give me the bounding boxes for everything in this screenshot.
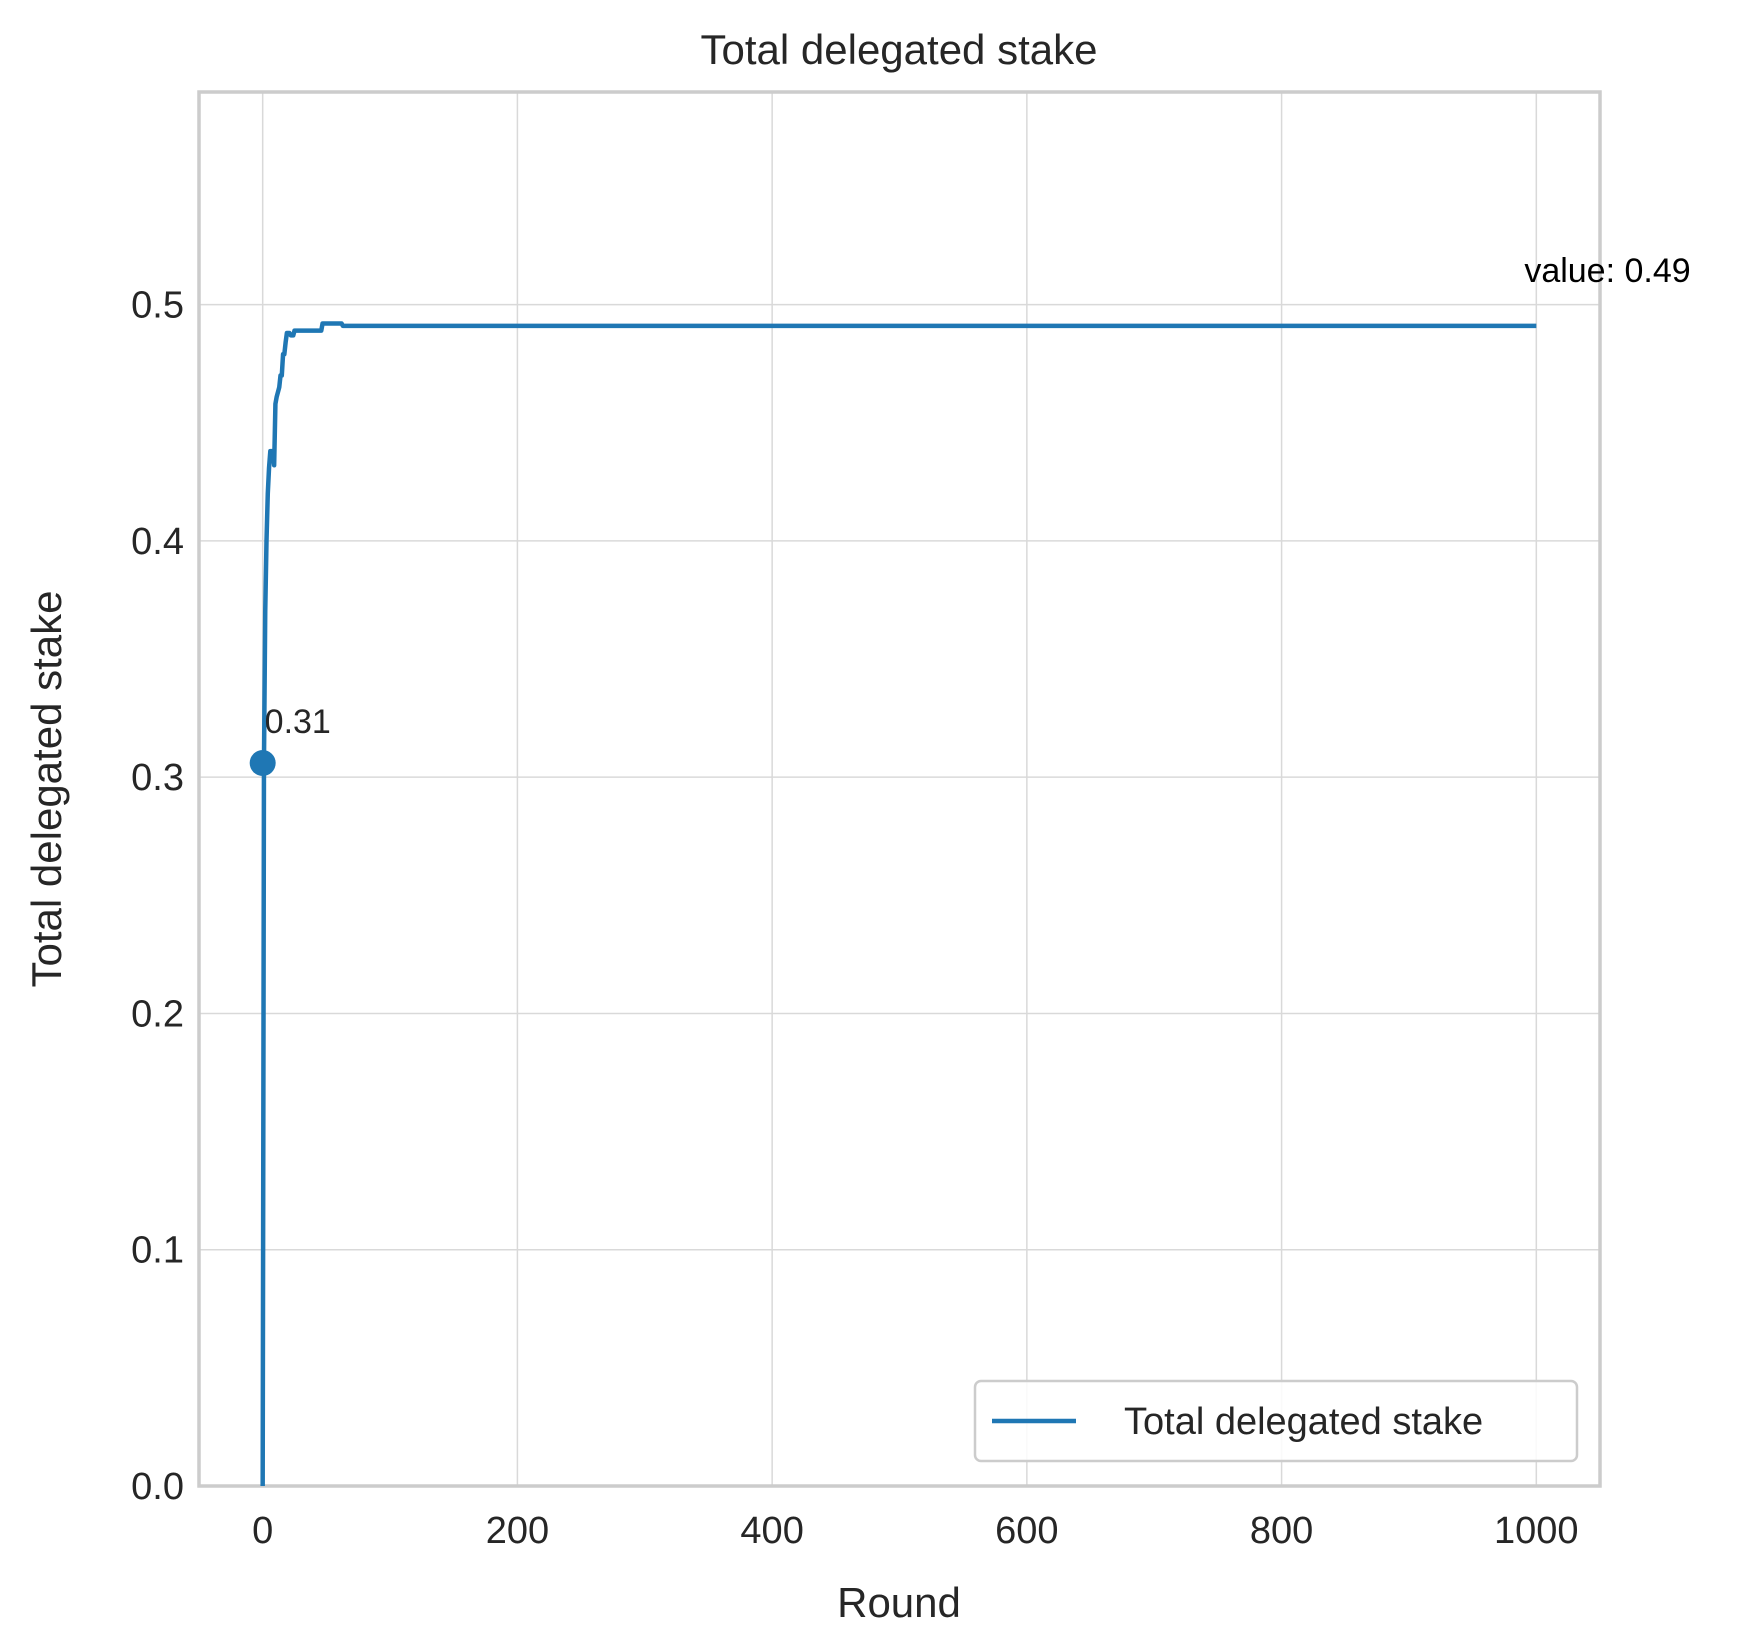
y-tick-label: 0.5 [131,285,184,327]
annotation-layer: 0.31 value: 0.49 [249,252,1691,777]
series-layer [260,321,1537,1487]
plot-frame [197,90,1602,1488]
y-tick-label: 0.4 [131,521,184,563]
series-line [260,321,1537,1487]
y-tick-label: 0.3 [131,757,184,799]
x-axis-title: Round [837,1579,961,1626]
legend-label: Total delegated stake [1124,1401,1483,1443]
tick-layer: 0 200 400 600 800 1000 0.0 0.1 0.2 0.3 0.4 0.5 [131,285,1578,1552]
chart-title: Total delegated stake [701,26,1098,73]
x-tick-label: 600 [995,1510,1058,1552]
x-tick-label: 400 [740,1510,803,1552]
x-tick-label: 0 [252,1510,273,1552]
x-tick-label: 1000 [1494,1510,1579,1552]
grid-layer [199,92,1600,1487]
y-tick-label: 0.0 [131,1466,184,1508]
y-axis-title: Total delegated stake [23,591,70,988]
legend-box [973,1379,1579,1463]
legend: Total delegated stake [973,1379,1579,1463]
annotation-label: 0.31 [265,703,331,741]
annotation-label: value: 0.49 [1524,252,1690,290]
annotation-point [249,750,276,777]
x-tick-label: 800 [1250,1510,1313,1552]
y-tick-label: 0.2 [131,993,184,1035]
y-tick-label: 0.1 [131,1230,184,1272]
x-tick-label: 200 [486,1510,549,1552]
